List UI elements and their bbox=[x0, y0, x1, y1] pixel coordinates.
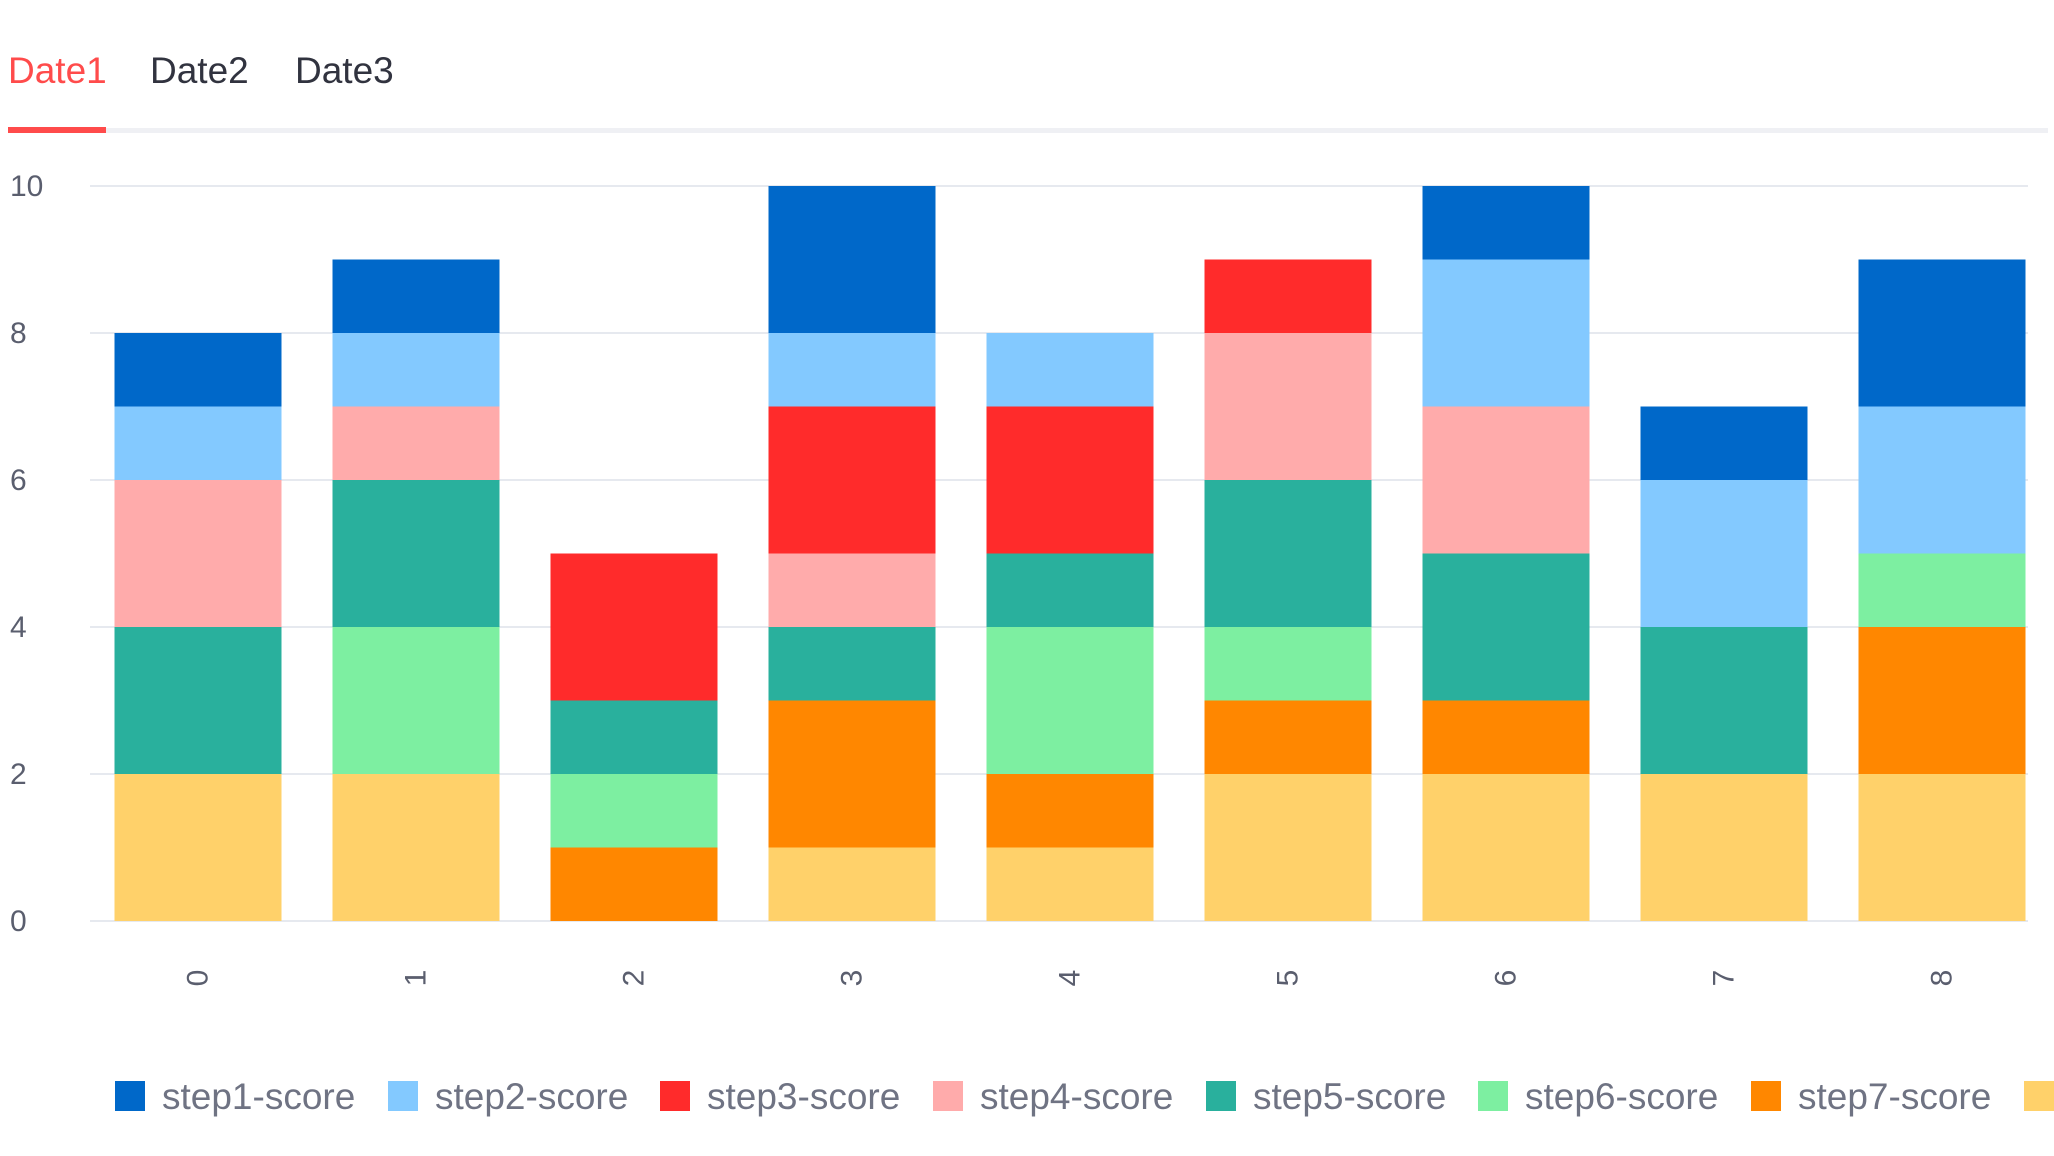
bar-segment[interactable] bbox=[332, 774, 500, 921]
legend-swatch[interactable] bbox=[933, 1081, 963, 1111]
bar-segment[interactable] bbox=[1204, 480, 1372, 627]
bar-segment[interactable] bbox=[1204, 700, 1372, 775]
bar-segment[interactable] bbox=[550, 847, 718, 922]
bar-segment[interactable] bbox=[1858, 259, 2026, 407]
y-axis: 0 2 4 6 8 10 bbox=[10, 170, 43, 938]
x-tick-label: 0 bbox=[182, 970, 215, 987]
tab-divider bbox=[8, 128, 2048, 133]
bar-segment[interactable] bbox=[114, 406, 282, 481]
bar-segment[interactable] bbox=[986, 627, 1154, 774]
bar-segment[interactable] bbox=[550, 774, 718, 848]
bar-segment[interactable] bbox=[1640, 774, 1808, 921]
bars bbox=[114, 186, 2026, 922]
bar-segment[interactable] bbox=[768, 186, 936, 333]
legend-swatch[interactable] bbox=[1751, 1081, 1781, 1111]
y-tick-label: 8 bbox=[10, 317, 27, 350]
x-tick-label: 5 bbox=[1272, 970, 1305, 987]
bar-segment[interactable] bbox=[768, 847, 936, 922]
bar-segment[interactable] bbox=[768, 700, 936, 848]
tab-bar: Date1 Date2 Date3 bbox=[8, 36, 425, 106]
active-tab-indicator bbox=[8, 127, 106, 133]
legend[interactable]: step1-score step2-score step3-score step4-s… bbox=[115, 1076, 2054, 1117]
tab-date2[interactable]: Date2 bbox=[150, 50, 249, 91]
bar-segment[interactable] bbox=[332, 627, 500, 774]
legend-label[interactable]: step3-score bbox=[707, 1076, 900, 1117]
legend-label[interactable]: step4-score bbox=[980, 1076, 1173, 1117]
legend-label[interactable]: step7-score bbox=[1798, 1076, 1991, 1117]
bar-segment[interactable] bbox=[1422, 406, 1590, 554]
bar-segment[interactable] bbox=[768, 627, 936, 701]
bar-segment[interactable] bbox=[768, 333, 936, 407]
bar-segment[interactable] bbox=[1204, 333, 1372, 480]
bar-segment[interactable] bbox=[332, 480, 500, 627]
x-tick-label: 8 bbox=[1926, 970, 1959, 987]
bar-segment[interactable] bbox=[114, 627, 282, 774]
bar-segment[interactable] bbox=[1640, 406, 1808, 481]
bar-segment[interactable] bbox=[768, 406, 936, 554]
y-tick-label: 4 bbox=[10, 611, 27, 644]
x-tick-label: 3 bbox=[836, 970, 869, 987]
bar-segment[interactable] bbox=[114, 480, 282, 627]
y-tick-label: 6 bbox=[10, 464, 27, 497]
bar-segment[interactable] bbox=[986, 774, 1154, 848]
bar-segment[interactable] bbox=[986, 333, 1154, 407]
bar-segment[interactable] bbox=[332, 406, 500, 481]
legend-label[interactable]: step2-score bbox=[435, 1076, 628, 1117]
x-tick-label: 4 bbox=[1054, 970, 1087, 987]
bar-segment[interactable] bbox=[550, 553, 718, 701]
bar-segment[interactable] bbox=[1204, 774, 1372, 921]
bar-segment[interactable] bbox=[550, 700, 718, 775]
legend-swatch[interactable] bbox=[115, 1081, 145, 1111]
x-tick-label: 2 bbox=[618, 970, 651, 987]
bar-segment[interactable] bbox=[1858, 553, 2026, 628]
bar-segment[interactable] bbox=[1858, 627, 2026, 774]
legend-swatch[interactable] bbox=[660, 1081, 690, 1111]
bar-segment[interactable] bbox=[1422, 259, 1590, 407]
bar-segment[interactable] bbox=[1858, 774, 2026, 921]
y-tick-label: 0 bbox=[10, 905, 27, 938]
x-tick-label: 7 bbox=[1708, 970, 1741, 987]
y-tick-label: 10 bbox=[10, 170, 43, 203]
bar-segment[interactable] bbox=[1422, 774, 1590, 921]
x-axis: 0 1 2 3 4 5 6 7 8 bbox=[182, 970, 1959, 987]
bar-segment[interactable] bbox=[114, 774, 282, 921]
tab-date1[interactable]: Date1 bbox=[8, 50, 107, 91]
bar-segment[interactable] bbox=[1204, 259, 1372, 334]
tab-date3[interactable]: Date3 bbox=[295, 50, 394, 91]
legend-swatch[interactable] bbox=[1206, 1081, 1236, 1111]
legend-label[interactable]: step1-score bbox=[162, 1076, 355, 1117]
bar-segment[interactable] bbox=[1640, 627, 1808, 774]
bar-segment[interactable] bbox=[768, 553, 936, 628]
bar-segment[interactable] bbox=[1422, 186, 1590, 260]
bar-segment[interactable] bbox=[1640, 480, 1808, 627]
bar-segment[interactable] bbox=[332, 333, 500, 407]
bar-segment[interactable] bbox=[986, 847, 1154, 922]
bar-segment[interactable] bbox=[986, 406, 1154, 554]
x-tick-label: 6 bbox=[1490, 970, 1523, 987]
legend-swatch[interactable] bbox=[1478, 1081, 1508, 1111]
legend-label[interactable]: step6-score bbox=[1525, 1076, 1718, 1117]
bar-segment[interactable] bbox=[1204, 627, 1372, 701]
legend-label[interactable]: step5-score bbox=[1253, 1076, 1446, 1117]
bar-segment[interactable] bbox=[1422, 700, 1590, 775]
x-tick-label: 1 bbox=[400, 970, 433, 987]
bar-segment[interactable] bbox=[332, 259, 500, 334]
bar-segment[interactable] bbox=[1858, 406, 2026, 554]
bar-segment[interactable] bbox=[114, 333, 282, 407]
bar-segment[interactable] bbox=[1422, 553, 1590, 701]
legend-swatch[interactable] bbox=[2024, 1081, 2054, 1111]
bar-segment[interactable] bbox=[986, 553, 1154, 628]
legend-swatch[interactable] bbox=[388, 1081, 418, 1111]
y-tick-label: 2 bbox=[10, 758, 27, 791]
